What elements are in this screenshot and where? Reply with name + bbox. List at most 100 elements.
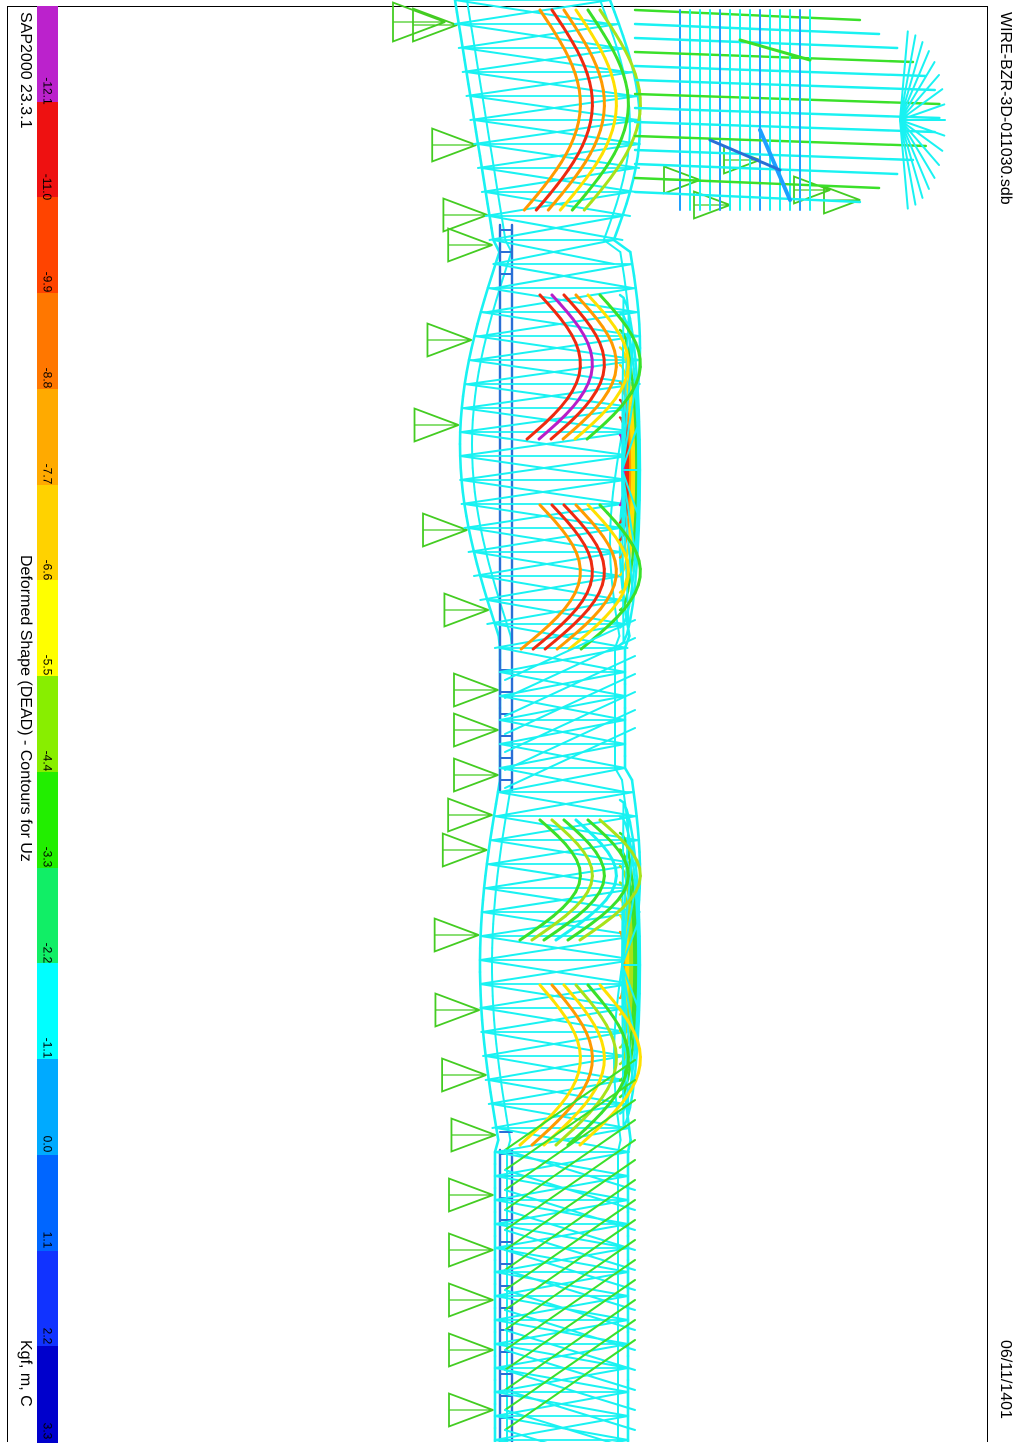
- outer-chord: [462, 480, 463, 492]
- contour-member: [540, 625, 549, 633]
- contour-member: [540, 505, 548, 513]
- contour-member: [564, 985, 571, 993]
- inner-chord: [635, 804, 636, 816]
- outer-chord: [460, 420, 461, 432]
- cantilever-member: [635, 52, 913, 62]
- outer-chord: [486, 1056, 488, 1068]
- inner-chord: [615, 12, 619, 24]
- outer-chord: [491, 1092, 493, 1104]
- inner-chord: [618, 216, 622, 228]
- cantilever-member: [635, 178, 879, 188]
- inner-chord: [626, 192, 630, 204]
- bay-arc: [620, 522, 621, 523]
- inner-chord: [637, 300, 638, 312]
- cantilever-member: [635, 10, 860, 20]
- outer-chord: [461, 468, 462, 480]
- contour-member: [561, 399, 567, 407]
- outer-chord: [459, 24, 461, 36]
- bay-arc: [630, 822, 633, 839]
- outer-chord: [480, 156, 482, 168]
- contour-member: [584, 513, 591, 521]
- bay-arc: [634, 518, 635, 540]
- contour-member: [560, 423, 569, 431]
- contour-member: [600, 295, 607, 303]
- inner-chord: [637, 816, 638, 828]
- outer-chord: [492, 816, 494, 828]
- outer-chord: [484, 876, 485, 888]
- contour-member: [540, 985, 547, 993]
- contour-member: [559, 303, 566, 311]
- inner-chord: [638, 828, 639, 840]
- contour-member: [547, 303, 554, 311]
- contour-member: [593, 609, 600, 617]
- bay-arc: [634, 899, 635, 920]
- contour-member: [552, 985, 559, 993]
- contour-member: [543, 194, 550, 202]
- cantilever-member: [635, 24, 879, 34]
- outer-chord: [482, 168, 484, 180]
- inner-chord: [619, 24, 623, 36]
- outer-chord: [495, 1140, 498, 1152]
- outer-chord: [465, 60, 467, 72]
- outer-chord: [478, 312, 481, 324]
- outer-chord: [481, 996, 482, 1008]
- outer-chord: [474, 552, 477, 564]
- outer-chord: [496, 792, 498, 804]
- outer-chord: [467, 360, 469, 372]
- outer-chord: [481, 1008, 482, 1020]
- outer-chord: [487, 852, 489, 864]
- outer-chord: [463, 492, 465, 504]
- outer-chord: [480, 576, 483, 588]
- outer-chord: [484, 180, 486, 192]
- outer-chord: [481, 300, 485, 312]
- outer-chord: [455, 0, 457, 12]
- contour-member: [555, 194, 562, 202]
- inner-chord: [630, 252, 632, 264]
- outer-chord: [483, 888, 484, 900]
- contour-member: [593, 415, 601, 423]
- contour-member: [571, 303, 578, 311]
- outer-chord: [469, 528, 472, 540]
- outer-chord: [490, 216, 492, 228]
- contour-member: [548, 423, 557, 431]
- contour-member: [604, 178, 610, 186]
- outer-chord: [461, 408, 462, 420]
- contour-member: [605, 609, 612, 617]
- outer-chord: [484, 1044, 485, 1056]
- outer-chord: [457, 12, 459, 24]
- outer-chord: [476, 132, 478, 144]
- bay-arc: [620, 505, 621, 506]
- inner-chord: [639, 132, 640, 144]
- bay-arc: [636, 524, 637, 549]
- contour-member: [607, 993, 614, 1001]
- inner-chord: [629, 1128, 631, 1140]
- outer-chord: [474, 120, 476, 132]
- outer-chord: [495, 624, 499, 636]
- outer-chord: [492, 1104, 494, 1116]
- contour-member: [605, 415, 613, 423]
- outer-chord: [488, 204, 490, 216]
- bay-arc: [620, 998, 621, 999]
- contour-member: [552, 505, 560, 513]
- outer-chord: [470, 96, 472, 108]
- outer-chord: [489, 840, 491, 852]
- inner-chord: [625, 768, 632, 780]
- outer-chord: [494, 804, 496, 816]
- bay-arc: [630, 1091, 633, 1108]
- bay-arc: [636, 391, 637, 416]
- outer-chord: [468, 84, 470, 96]
- outer-chord: [489, 1080, 491, 1092]
- outer-chord: [463, 384, 465, 396]
- bay-arc: [620, 1046, 622, 1047]
- outer-chord: [460, 456, 461, 468]
- inner-chord: [620, 252, 622, 264]
- outer-chord: [481, 912, 482, 924]
- contour-member: [596, 513, 603, 521]
- inner-chord: [639, 840, 640, 852]
- contour-member: [613, 844, 619, 852]
- contour-member: [609, 399, 615, 407]
- outer-chord: [484, 288, 488, 300]
- outer-chord: [486, 192, 488, 204]
- outer-chord: [462, 396, 463, 408]
- inner-chord: [636, 288, 638, 300]
